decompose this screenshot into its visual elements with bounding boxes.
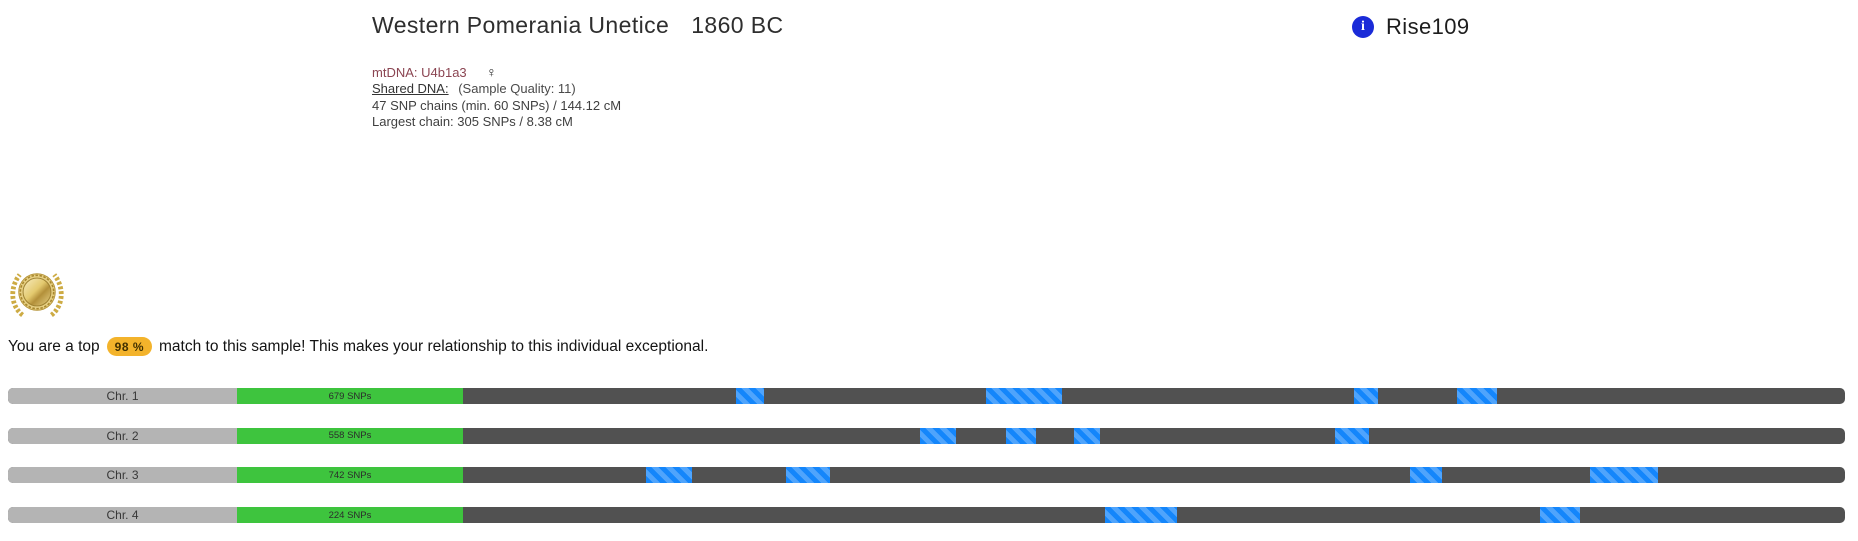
snp-count-block: 679 SNPs (237, 388, 463, 404)
shared-dna-segment[interactable] (1410, 467, 1442, 484)
sample-id: Rise109 (1386, 14, 1470, 39)
snp-count-block: 742 SNPs (237, 467, 463, 484)
shared-dna-segment[interactable] (646, 467, 692, 484)
sample-date: 1860 BC (691, 12, 784, 38)
chromosome-row: Chr. 2 558 SNPs (8, 427, 1845, 444)
match-summary: You are a top 98 % match to this sample!… (8, 337, 708, 356)
shared-dna-segment[interactable] (1105, 507, 1177, 524)
sample-reference: i Rise109 (1352, 14, 1470, 40)
shared-dna-line: Shared DNA: (Sample Quality: 11) (372, 81, 621, 97)
gold-medal-icon (8, 267, 66, 317)
info-icon[interactable]: i (1352, 16, 1374, 38)
shared-dna-segment[interactable] (1006, 427, 1036, 444)
sample-name: Western Pomerania Unetice (372, 12, 670, 38)
shared-dna-segment[interactable] (986, 388, 1062, 404)
chromosome-label: Chr. 2 (8, 427, 237, 444)
chromosome-row: Chr. 1 679 SNPs (8, 388, 1845, 404)
shared-dna-segment[interactable] (920, 427, 956, 444)
mtdna-line: mtDNA: U4b1a3 ♀ (372, 64, 621, 81)
shared-dna-link[interactable]: Shared DNA: (372, 81, 449, 97)
largest-chain-line: Largest chain: 305 SNPs / 8.38 cM (372, 113, 573, 129)
page-title: Western Pomerania Unetice 1860 BC (372, 12, 784, 39)
sample-quality: (Sample Quality: 11) (458, 81, 576, 97)
snp-count-block: 558 SNPs (237, 427, 463, 444)
snp-count-block: 224 SNPs (237, 507, 463, 524)
female-icon: ♀ (486, 64, 497, 80)
match-percent-badge: 98 % (106, 337, 153, 356)
mtdna-link[interactable]: mtDNA: U4b1a3 (372, 65, 467, 80)
chromosome-label: Chr. 1 (8, 388, 237, 404)
shared-dna-segment[interactable] (1540, 507, 1580, 524)
chromosome-row: Chr. 3 742 SNPs (8, 467, 1845, 484)
match-text-suffix: match to this sample! This makes your re… (159, 337, 709, 355)
shared-dna-segment[interactable] (1074, 427, 1100, 444)
shared-dna-segment[interactable] (786, 467, 830, 484)
shared-dna-segment[interactable] (1590, 467, 1658, 484)
match-text-prefix: You are a top (8, 337, 100, 355)
shared-dna-segment[interactable] (1457, 388, 1497, 404)
shared-dna-segment[interactable] (1354, 388, 1378, 404)
chromosome-label: Chr. 4 (8, 507, 237, 524)
chromosome-row: Chr. 4 224 SNPs (8, 507, 1845, 524)
chromosome-label: Chr. 3 (8, 467, 237, 484)
shared-dna-segment[interactable] (736, 388, 764, 404)
shared-dna-segment[interactable] (1335, 427, 1369, 444)
sample-details: mtDNA: U4b1a3 ♀ Shared DNA: (Sample Qual… (372, 64, 621, 130)
snp-chains-line: 47 SNP chains (min. 60 SNPs) / 144.12 cM (372, 97, 622, 113)
